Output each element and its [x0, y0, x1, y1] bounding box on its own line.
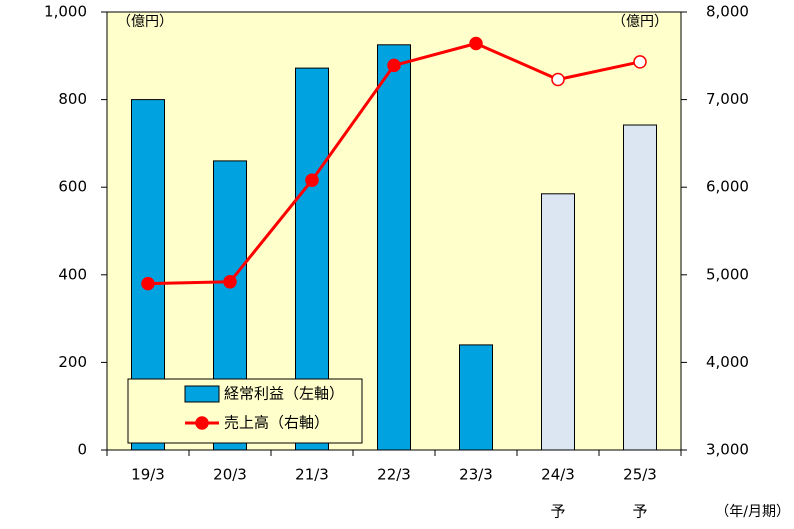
line-layer — [141, 36, 647, 291]
legend-line-label: 売上高（右軸） — [224, 414, 329, 432]
bar-24-3 — [541, 193, 575, 451]
x-tick-label: 25/3 — [623, 466, 657, 484]
left-tick-label: 400 — [58, 265, 87, 283]
legend-bar-label: 経常利益（左軸） — [224, 385, 344, 403]
left-tick-label: 1,000 — [44, 3, 87, 21]
x-tick-label: 22/3 — [377, 466, 411, 484]
x-tick-label: 23/3 — [459, 466, 493, 484]
sales-point-25-3 — [633, 55, 647, 69]
legend-line-marker — [195, 416, 209, 430]
left-tick-label: 0 — [77, 441, 87, 459]
x-tick-sublabel: 予 — [632, 503, 647, 521]
sales-point-24-3 — [551, 72, 565, 87]
right-tick-label: 3,000 — [706, 441, 749, 459]
sales-point-20-3 — [223, 275, 237, 289]
right-tick-label: 7,000 — [706, 90, 749, 108]
bar-25-3 — [623, 124, 657, 451]
x-tick-label: 21/3 — [295, 466, 329, 484]
bar-22-3 — [377, 44, 411, 451]
right-tick-label: 8,000 — [706, 3, 749, 21]
legend-bar-swatch — [184, 385, 220, 403]
x-axis-unit-label: （年/月期） — [715, 504, 790, 520]
sales-point-23-3 — [469, 36, 483, 51]
axes-layer: 0 200 400 600 800 1,000 3,000 4,000 5,000 6,000 7,… — [44, 3, 749, 521]
legend: 経常利益（左軸） 売上高（右軸） — [127, 378, 363, 444]
sales-point-21-3 — [305, 173, 319, 187]
right-tick-label: 4,000 — [706, 353, 749, 371]
x-tick-label: 19/3 — [131, 466, 165, 484]
x-tick-label: 24/3 — [541, 466, 575, 484]
right-axis-unit-label: （億円） — [612, 14, 668, 30]
left-tick-label: 800 — [58, 90, 87, 108]
x-tick-sublabel: 予 — [550, 503, 565, 521]
left-axis-unit-label: （億円） — [117, 14, 173, 30]
left-tick-label: 600 — [58, 178, 87, 196]
x-tick-label: 20/3 — [213, 466, 247, 484]
left-tick-label: 200 — [58, 353, 87, 371]
right-tick-label: 5,000 — [706, 265, 749, 283]
right-tick-label: 6,000 — [706, 178, 749, 196]
legend-box — [127, 378, 363, 444]
sales-point-22-3 — [387, 58, 401, 73]
sales-point-19-3 — [141, 276, 155, 291]
bar-23-3 — [459, 344, 493, 451]
